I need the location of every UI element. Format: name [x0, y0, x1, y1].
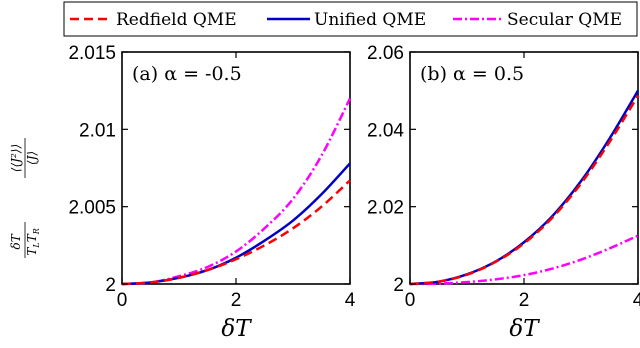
panel-b-axes-box [409, 51, 639, 285]
y-tick-label: 2.01 [79, 120, 116, 141]
panel-b-annotation: (b) α = 0.5 [420, 63, 524, 85]
panel-b-x-axis-label: δT [509, 316, 540, 342]
series-line-redfield [121, 179, 351, 286]
legend-label-unified: Unified QME [314, 10, 426, 30]
y-tick-label: 2.005 [68, 198, 116, 219]
series-line-secular [409, 234, 639, 286]
panel-b-curves [409, 90, 640, 286]
y-tick-label: 2.04 [367, 120, 404, 141]
panel-a-x-ticks: 0 2 4 [117, 52, 356, 311]
series-line-unified [409, 90, 640, 286]
legend-label-secular: Secular QME [507, 10, 622, 30]
series-line-redfield [409, 95, 640, 286]
y-tick-label: 2 [105, 275, 116, 296]
y-tick-label: 2 [393, 275, 404, 296]
y-tick-label: 2.02 [367, 198, 404, 219]
x-tick-label: 2 [519, 290, 530, 311]
y-tick-label: 2.06 [367, 43, 404, 64]
x-tick-label: 2 [231, 290, 242, 311]
y-tick-label: 2.015 [68, 43, 116, 64]
legend-box [63, 1, 638, 37]
panel-b-y-ticks: 2 2.02 2.04 2.06 [367, 43, 638, 296]
legend-label-redfield: Redfield QME [116, 10, 237, 30]
x-tick-label: 0 [117, 290, 128, 311]
legend: Redfield QME Unified QME Secular QME [63, 1, 638, 37]
panel-a-y-ticks: 2 2.005 2.01 2.015 [68, 43, 350, 296]
panel-a-axes-box [121, 51, 351, 285]
y-axis-label: δT ⟨⟨J²⟩⟩ TLTR ⟨J⟩ [9, 138, 42, 258]
panel-a-annotation: (a) α = -0.5 [132, 63, 242, 85]
x-tick-label: 4 [345, 290, 356, 311]
x-tick-label: 0 [405, 290, 416, 311]
panel-b-x-ticks: 0 2 4 [405, 52, 640, 311]
svg-text:δT ⟨⟨J²⟩⟩: δT ⟨⟨J²⟩⟩ [9, 144, 23, 250]
svg-text:TLTR ⟨J⟩: TLTR ⟨J⟩ [25, 151, 42, 256]
panel-a-curves [121, 97, 352, 286]
x-tick-label: 4 [633, 290, 640, 311]
panel-a-x-axis-label: δT [221, 316, 252, 342]
